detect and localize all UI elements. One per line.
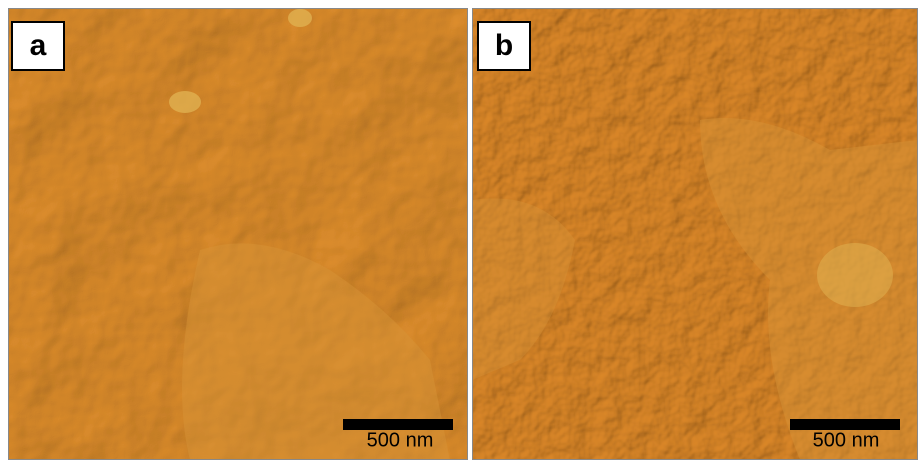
particle xyxy=(288,9,312,27)
panel-label: a xyxy=(30,29,47,62)
figure: a 500 nm b 500 nm xyxy=(0,0,920,464)
scale-bar-label: 500 nm xyxy=(813,429,880,451)
particle xyxy=(817,243,893,307)
particle xyxy=(169,91,201,113)
panel-a xyxy=(8,8,468,460)
scale-bar-label: 500 nm xyxy=(367,429,434,451)
panel-label: b xyxy=(495,29,513,62)
page: {"panels": [{"label": "a", "scale_bar": … xyxy=(0,0,920,464)
panel-b xyxy=(472,8,918,460)
